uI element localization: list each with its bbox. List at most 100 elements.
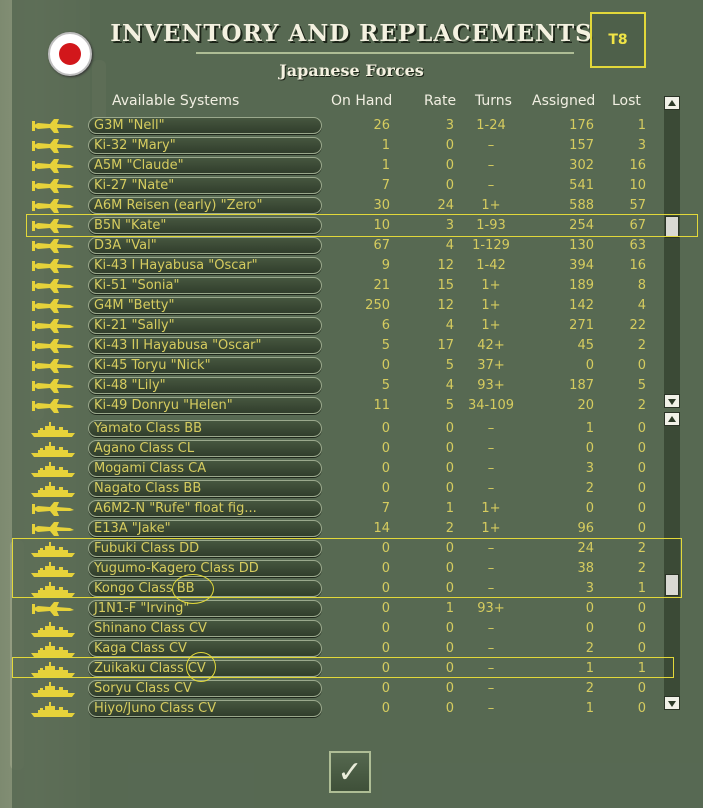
system-name-button[interactable] [88,357,322,374]
system-name: Ki-27 "Nate" [94,178,175,193]
system-name: G3M "Nell" [94,118,165,133]
system-name: J1N1-F "Irving" [94,601,190,616]
table-row[interactable]: Hiyo/Juno Class CV 0 0 – 1 0 [26,699,668,719]
table-row[interactable]: A5M "Claude" 1 0 – 302 16 [26,156,668,176]
aircraft-silhouette-icon [30,500,76,518]
system-name-button[interactable] [88,500,322,517]
header-assigned[interactable]: Assigned [532,93,596,109]
system-name-button[interactable] [88,397,322,414]
table-row[interactable]: B5N "Kate" 10 3 1-93 254 67 [26,216,668,236]
confirm-button[interactable]: ✓ [329,751,371,793]
header-rate[interactable]: Rate [424,93,457,109]
aircraft-scroll-down-icon[interactable] [664,394,680,408]
table-row[interactable]: J1N1-F "Irving" 0 1 93+ 0 0 [26,599,668,619]
table-row[interactable]: A6M2-N "Rufe" float fig... 7 1 1+ 0 0 [26,499,668,519]
table-row[interactable]: Agano Class CL 0 0 – 0 0 [26,439,668,459]
turns-value: 1-93 [476,218,506,233]
system-name-button[interactable] [88,520,322,537]
warship-silhouette-icon [30,480,76,498]
on-hand-value: 0 [381,641,390,656]
aircraft-scrollbar-track[interactable] [664,96,680,408]
lost-value: 4 [637,298,646,313]
warship-silhouette-icon [30,460,76,478]
lost-value: 22 [629,318,646,333]
system-name-button[interactable] [88,337,322,354]
system-name-button[interactable] [88,480,322,497]
table-row[interactable]: Ki-21 "Sally" 6 4 1+ 271 22 [26,316,668,336]
system-name-button[interactable] [88,317,322,334]
table-row[interactable]: G3M "Nell" 26 3 1-24 176 1 [26,116,668,136]
rate-value: 4 [445,318,454,333]
system-name-button[interactable] [88,700,322,717]
table-row[interactable]: Ki-45 Toryu "Nick" 0 5 37+ 0 0 [26,356,668,376]
table-row[interactable]: Kaga Class CV 0 0 – 2 0 [26,639,668,659]
table-row[interactable]: Mogami Class CA 0 0 – 3 0 [26,459,668,479]
table-row[interactable]: D3A "Val" 67 4 1-129 130 63 [26,236,668,256]
system-name-button[interactable] [88,237,322,254]
table-row[interactable]: Ki-32 "Mary" 1 0 – 157 3 [26,136,668,156]
system-name-button[interactable] [88,460,322,477]
system-name: Kongo Class BB [94,581,195,596]
table-row[interactable]: A6M Reisen (early) "Zero" 30 24 1+ 588 57 [26,196,668,216]
rate-value: 12 [437,258,454,273]
turns-value: 1-129 [472,238,510,253]
system-name-button[interactable] [88,197,322,214]
system-name-button[interactable] [88,440,322,457]
aircraft-silhouette-icon [30,377,76,395]
lost-value: 0 [637,441,646,456]
system-name-button[interactable] [88,177,322,194]
system-name-button[interactable] [88,277,322,294]
aircraft-scroll-up-icon[interactable] [664,96,680,110]
system-name: Fubuki Class DD [94,541,200,556]
system-name-button[interactable] [88,297,322,314]
ship-scrollbar-track[interactable] [664,412,680,710]
system-name: Agano Class CL [94,441,195,456]
lost-value: 16 [629,258,646,273]
lost-value: 16 [629,158,646,173]
system-name-button[interactable] [88,620,322,637]
table-row[interactable]: Soryu Class CV 0 0 – 2 0 [26,679,668,699]
header-turns[interactable]: Turns [475,93,512,109]
table-row[interactable]: Ki-49 Donryu "Helen" 11 5 34-109 20 2 [26,396,668,416]
assigned-value: 0 [585,441,594,456]
ship-scroll-down-icon[interactable] [664,696,680,710]
system-name-button[interactable] [88,540,322,557]
table-row[interactable]: Ki-27 "Nate" 7 0 – 541 10 [26,176,668,196]
ship-scroll-up-icon[interactable] [664,412,680,426]
system-name-button[interactable] [88,257,322,274]
table-row[interactable]: Ki-48 "Lily" 5 4 93+ 187 5 [26,376,668,396]
table-row[interactable]: Ki-43 II Hayabusa "Oscar" 5 17 42+ 45 2 [26,336,668,356]
table-row[interactable]: Shinano Class CV 0 0 – 0 0 [26,619,668,639]
lost-value: 10 [629,178,646,193]
header-lost[interactable]: Lost [612,93,641,109]
turns-value: 1+ [481,318,501,333]
table-row[interactable]: Fubuki Class DD 0 0 – 24 2 [26,539,668,559]
system-name: Ki-51 "Sonia" [94,278,180,293]
assigned-value: 271 [569,318,594,333]
system-name-button[interactable] [88,377,322,394]
table-row[interactable]: G4M "Betty" 250 12 1+ 142 4 [26,296,668,316]
lost-value: 2 [637,541,646,556]
table-row[interactable]: Ki-51 "Sonia" 21 15 1+ 189 8 [26,276,668,296]
system-name-button[interactable] [88,117,322,134]
warship-silhouette-icon [30,580,76,598]
table-row[interactable]: Yugumo-Kagero Class DD 0 0 – 38 2 [26,559,668,579]
header-on-hand[interactable]: On Hand [331,93,393,109]
table-row[interactable]: Ki-43 I Hayabusa "Oscar" 9 12 1-42 394 16 [26,256,668,276]
ship-scrollbar-thumb[interactable] [665,574,679,596]
lost-value: 0 [637,421,646,436]
aircraft-scrollbar-thumb[interactable] [665,216,679,238]
table-row[interactable]: Yamato Class BB 0 0 – 1 0 [26,419,668,439]
header-available-systems[interactable]: Available Systems [112,93,240,109]
table-row[interactable]: E13A "Jake" 14 2 1+ 96 0 [26,519,668,539]
assigned-value: 588 [569,198,594,213]
system-name-button[interactable] [88,420,322,437]
system-name-button[interactable] [88,157,322,174]
system-name: A6M2-N "Rufe" float fig... [94,501,257,516]
system-name-button[interactable] [88,137,322,154]
rate-value: 0 [445,138,454,153]
table-row[interactable]: Nagato Class BB 0 0 – 2 0 [26,479,668,499]
system-name: Ki-45 Toryu "Nick" [94,358,211,373]
system-name-button[interactable] [88,217,322,234]
system-name: Soryu Class CV [94,681,192,696]
